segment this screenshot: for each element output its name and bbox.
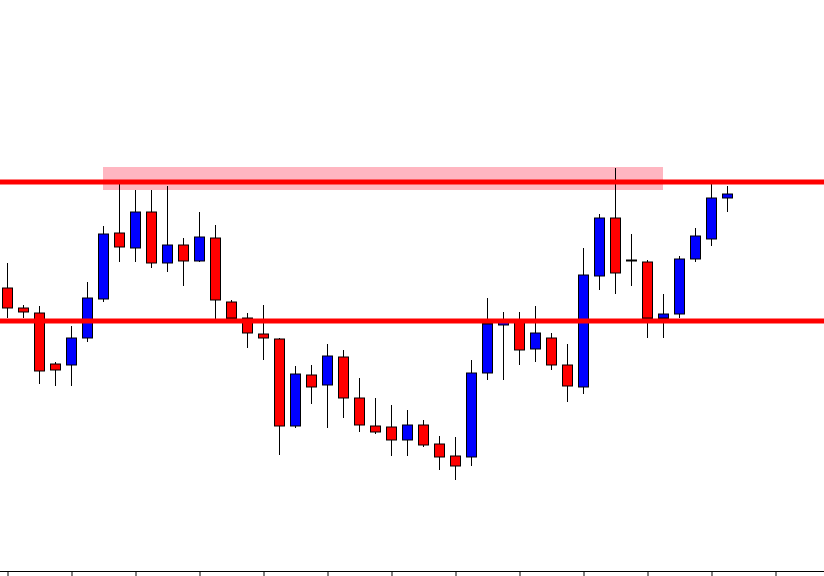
candle-body [722,193,733,199]
candle-body [242,317,253,334]
candle-body [114,232,125,248]
candle-body [562,364,573,387]
candle-body [514,321,525,351]
candle-body [50,363,61,371]
candle-body [66,337,77,366]
candle-body [610,217,621,274]
candle-body [690,235,701,260]
candle-body [34,312,45,372]
resistance-zone [103,167,663,190]
candle-body [482,323,493,374]
candle-body [658,313,669,319]
candle-body [258,333,269,339]
candle-body [386,426,397,441]
candle-body [322,355,333,386]
candle-body [594,217,605,277]
candle-body [162,244,173,264]
candle-body [306,374,317,388]
candle-body [674,258,685,315]
candle-body [354,397,365,426]
candle-body [2,287,13,309]
candle-body [146,211,157,264]
candle-body [626,259,637,262]
candle-body [194,236,205,262]
candle-body [530,332,541,350]
candle-body [18,307,29,313]
candle-body [642,261,653,319]
candle-body [402,424,413,441]
candle-body [274,338,285,427]
candle-body [98,233,109,300]
candle-body [210,237,221,301]
candle-body [82,297,93,339]
candle-body [466,372,477,458]
candle-body [706,197,717,240]
candle-body [290,373,301,427]
candle-body [434,443,445,458]
candle-body [370,425,381,433]
candle-body [130,211,141,249]
candle-body [546,337,557,366]
candle-body [338,356,349,399]
candle-body [226,301,237,319]
candle-body [578,274,589,388]
candle-body [450,455,461,467]
candle-body [178,244,189,262]
candle-body [418,424,429,446]
